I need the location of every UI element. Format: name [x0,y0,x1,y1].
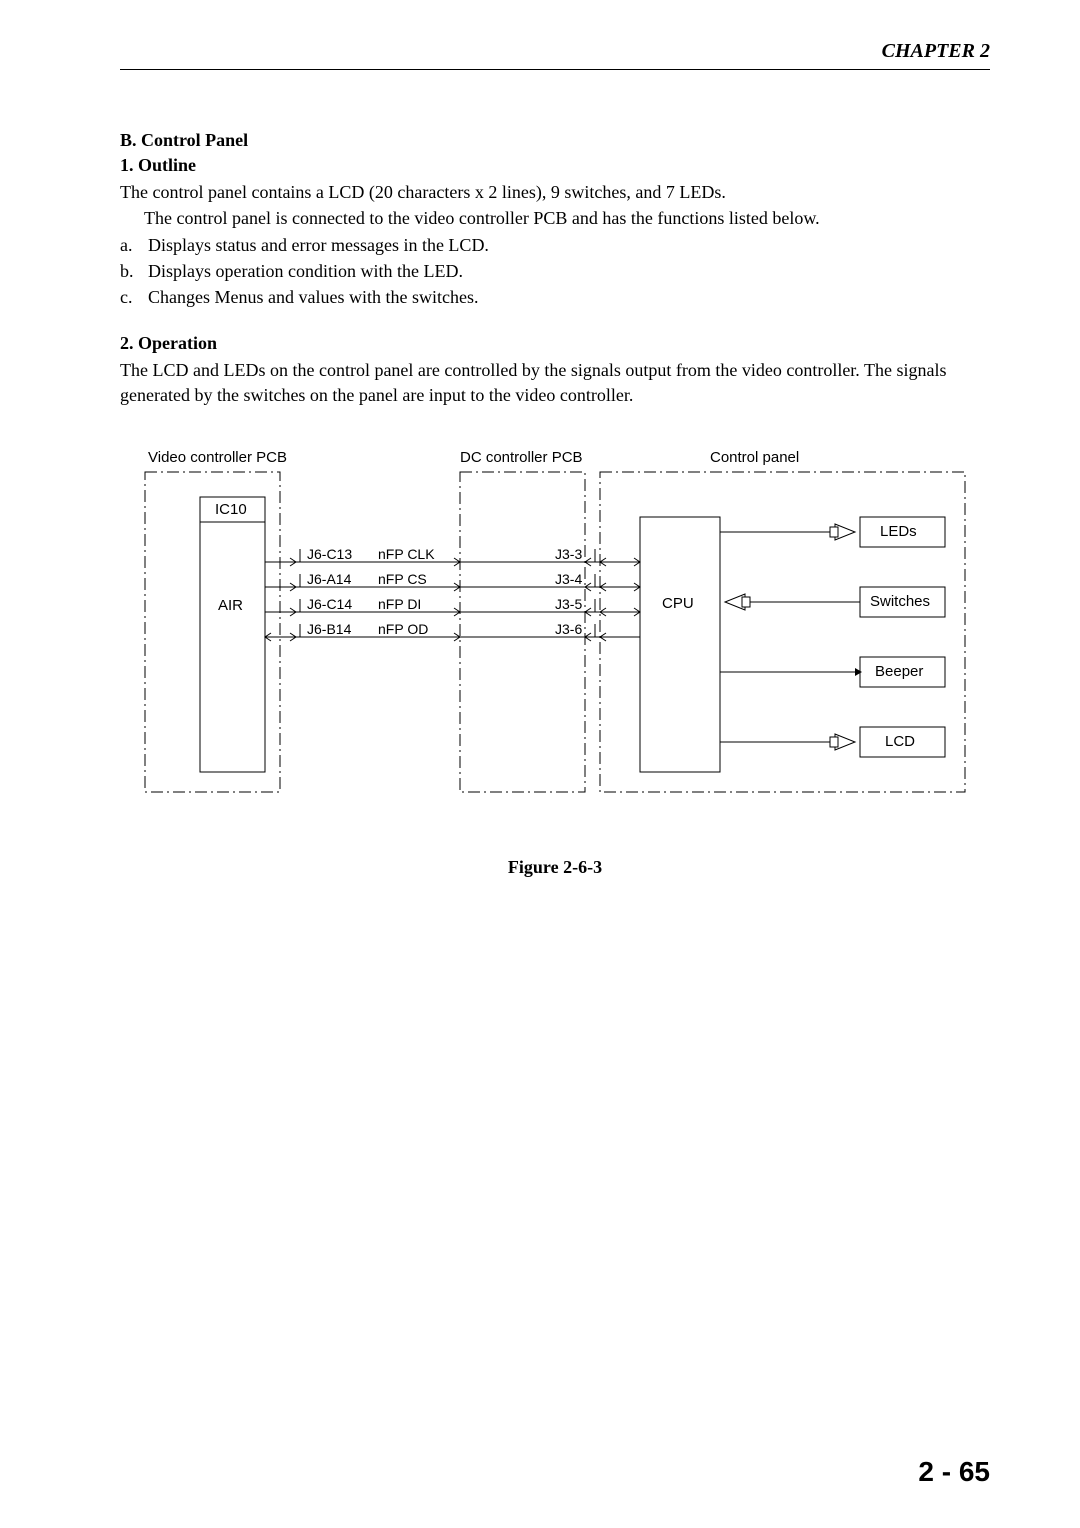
label-cpu: CPU [662,595,694,612]
label-nfp-cs: nFP CS [378,571,427,587]
label-nfp-od: nFP OD [378,621,428,637]
label-nfp-clk: nFP CLK [378,546,435,562]
label-j6-c14: J6-C14 [307,596,352,612]
heading-2: 2. Operation [120,333,990,354]
label-j3-3: J3-3 [555,546,582,562]
heading-b: B. Control Panel [120,130,990,151]
list-item: b. Displays operation condition with the… [120,259,990,283]
list-text: Displays operation condition with the LE… [148,259,463,283]
list-text: Displays status and error messages in th… [148,233,489,257]
list-marker: c. [120,285,148,309]
label-control-panel: Control panel [710,449,799,466]
label-video-controller-pcb: Video controller PCB [148,449,287,466]
paragraph: The control panel is connected to the vi… [120,206,990,230]
label-j3-6: J3-6 [555,621,582,637]
heading-1: 1. Outline [120,155,990,176]
label-j3-5: J3-5 [555,596,582,612]
list-marker: a. [120,233,148,257]
list-marker: b. [120,259,148,283]
label-dc-controller-pcb: DC controller PCB [460,449,583,466]
label-j6-a14: J6-A14 [307,571,351,587]
list-item: a. Displays status and error messages in… [120,233,990,257]
list-text: Changes Menus and values with the switch… [148,285,478,309]
label-air: AIR [218,597,243,614]
block-diagram: Video controller PCB DC controller PCB C… [140,437,970,817]
label-j3-4: J3-4 [555,571,582,587]
figure-caption: Figure 2-6-3 [120,857,990,878]
page-number: 2 - 65 [918,1456,990,1488]
label-nfp-di: nFP DI [378,596,421,612]
paragraph: The control panel contains a LCD (20 cha… [120,180,990,204]
label-switches: Switches [870,593,930,610]
label-ic10: IC10 [215,501,247,518]
label-j6-b14: J6-B14 [307,621,351,637]
list-item: c. Changes Menus and values with the swi… [120,285,990,309]
label-leds: LEDs [880,523,917,540]
label-lcd: LCD [885,733,915,750]
label-j6-c13: J6-C13 [307,546,352,562]
paragraph: The LCD and LEDs on the control panel ar… [120,358,990,407]
label-beeper: Beeper [875,663,923,680]
chapter-header: CHAPTER 2 [120,40,990,70]
